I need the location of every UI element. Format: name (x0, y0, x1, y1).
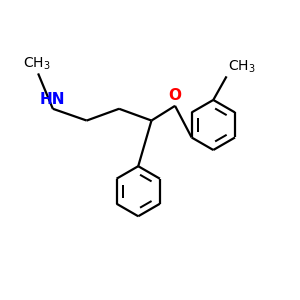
Text: CH$_3$: CH$_3$ (228, 58, 256, 75)
Text: CH$_3$: CH$_3$ (23, 56, 50, 72)
Text: O: O (169, 88, 182, 104)
Text: HN: HN (40, 92, 66, 107)
